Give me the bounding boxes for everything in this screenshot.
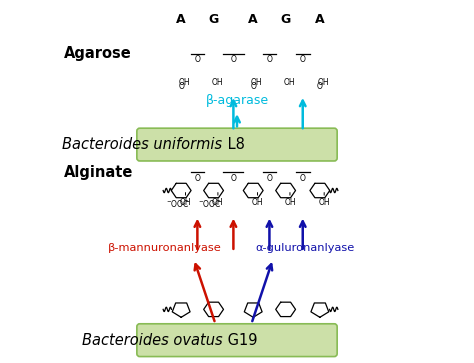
Text: OH: OH <box>179 78 191 87</box>
Text: O: O <box>266 175 273 183</box>
Text: Agarose: Agarose <box>64 46 132 61</box>
Text: A: A <box>315 13 325 26</box>
Text: Bacteroides ovatus: Bacteroides ovatus <box>82 333 223 348</box>
Text: O: O <box>231 54 237 64</box>
Text: OH: OH <box>283 78 295 87</box>
Text: O: O <box>194 54 200 64</box>
Text: G: G <box>248 132 258 145</box>
Text: OH: OH <box>251 78 263 87</box>
Text: O: O <box>178 82 184 90</box>
Text: G: G <box>209 13 219 26</box>
Text: OH: OH <box>319 197 330 207</box>
Text: M: M <box>175 132 187 145</box>
Text: G: G <box>281 13 291 26</box>
Text: $^{-}$OOC: $^{-}$OOC <box>243 144 267 155</box>
Text: $^{-}$OOC: $^{-}$OOC <box>198 197 222 209</box>
Text: O: O <box>194 175 201 183</box>
Text: $^{-}$OOC: $^{-}$OOC <box>275 144 299 155</box>
Text: L8: L8 <box>223 137 245 152</box>
Text: O: O <box>230 175 237 183</box>
Text: M: M <box>314 132 326 145</box>
Text: O: O <box>300 175 306 183</box>
Text: $^{-}$OOC: $^{-}$OOC <box>166 197 190 209</box>
Text: OH: OH <box>252 197 264 207</box>
Text: β-agarase: β-agarase <box>205 94 269 107</box>
Text: A: A <box>176 13 186 26</box>
FancyBboxPatch shape <box>137 324 337 356</box>
Text: G19: G19 <box>223 333 257 348</box>
Text: β-mannuronanlyase: β-mannuronanlyase <box>108 243 222 253</box>
Text: Alginate: Alginate <box>64 165 134 180</box>
Text: OH: OH <box>212 197 224 207</box>
Text: OH: OH <box>318 78 329 87</box>
Text: Bacteroides uniformis: Bacteroides uniformis <box>63 137 223 152</box>
FancyBboxPatch shape <box>137 128 337 161</box>
Text: α-guluronanlyase: α-guluronanlyase <box>256 243 355 253</box>
Text: O: O <box>317 82 323 90</box>
Text: O: O <box>266 54 272 64</box>
Text: OH: OH <box>180 197 191 207</box>
Text: OH: OH <box>211 78 223 87</box>
Text: G: G <box>281 132 291 145</box>
Text: M: M <box>208 132 220 145</box>
Text: O: O <box>300 54 306 64</box>
Text: A: A <box>248 13 258 26</box>
Text: O: O <box>250 82 256 90</box>
Text: OH: OH <box>284 197 296 207</box>
